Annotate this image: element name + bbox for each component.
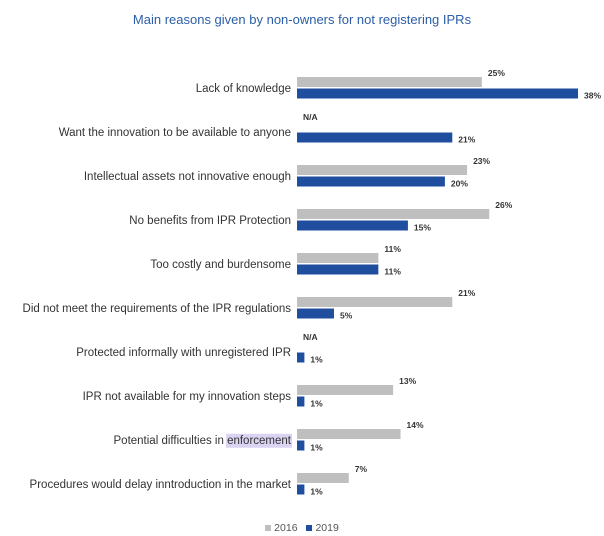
data-label-2016-procedures-would-delay-inntroduction-in-the-market: 7%	[355, 464, 368, 474]
data-label-2016-did-not-meet-the-requirements-of-the-ipr-regulations: 21%	[458, 288, 475, 298]
bar-2019-ipr-not-available-for-my-innovation-steps	[297, 396, 305, 407]
data-label-2019-potential-difficulties-in-enforcement: 1%	[310, 443, 323, 453]
legend: 2016 2019	[0, 522, 604, 534]
data-label-2016-too-costly-and-burdensome: 11%	[384, 244, 401, 254]
category-label-procedures-would-delay-inntroduction-in-the-market: Procedures would delay inntroduction in …	[30, 479, 292, 491]
legend-swatch-2016	[265, 525, 272, 531]
data-label-2016-no-benefits-from-ipr-protection: 26%	[495, 200, 512, 210]
data-label-2019-lack-of-knowledge: 38%	[584, 91, 601, 101]
data-label-2019-procedures-would-delay-inntroduction-in-the-market: 1%	[310, 487, 323, 497]
bar-2019-did-not-meet-the-requirements-of-the-ipr-regulations	[297, 308, 334, 319]
category-label-no-benefits-from-ipr-protection: No benefits from IPR Protection	[129, 215, 291, 227]
legend-item-2016: 2016	[265, 522, 298, 534]
data-label-2016-lack-of-knowledge: 25%	[488, 68, 505, 78]
data-label-2016-protected-informally-with-unregistered-ipr: N/A	[303, 332, 318, 342]
data-label-2016-ipr-not-available-for-my-innovation-steps: 13%	[399, 376, 416, 386]
legend-label-2016: 2016	[274, 522, 298, 534]
bar-2019-protected-informally-with-unregistered-ipr	[297, 352, 305, 363]
legend-label-2019: 2019	[315, 522, 339, 534]
bar-2019-potential-difficulties-in-enforcement	[297, 440, 305, 451]
data-label-2019-intellectual-assets-not-innovative-enough: 20%	[451, 179, 468, 189]
legend-swatch-2019	[306, 525, 313, 531]
bar-2016-procedures-would-delay-inntroduction-in-the-market	[297, 473, 349, 483]
category-label-intellectual-assets-not-innovative-enough: Intellectual assets not innovative enoug…	[84, 171, 291, 183]
bar-2016-too-costly-and-burdensome	[297, 253, 379, 263]
legend-item-2019: 2019	[306, 522, 339, 534]
data-label-2019-protected-informally-with-unregistered-ipr: 1%	[310, 355, 323, 365]
data-label-2016-potential-difficulties-in-enforcement: 14%	[407, 420, 424, 430]
bar-2016-did-not-meet-the-requirements-of-the-ipr-regulations	[297, 297, 453, 307]
bar-2016-lack-of-knowledge	[297, 77, 482, 87]
category-label-potential-difficulties-in-enforcement: Potential difficulties in enforcement	[114, 435, 292, 447]
category-label-too-costly-and-burdensome: Too costly and burdensome	[150, 259, 291, 271]
category-label-want-the-innovation-to-be-available-to-anyone: Want the innovation to be available to a…	[59, 127, 291, 139]
bar-2019-lack-of-knowledge	[297, 88, 578, 99]
bar-2019-no-benefits-from-ipr-protection	[297, 220, 408, 231]
text-selection-highlight	[226, 433, 293, 448]
bar-2016-ipr-not-available-for-my-innovation-steps	[297, 385, 394, 395]
data-label-2019-no-benefits-from-ipr-protection: 15%	[414, 223, 431, 233]
bar-2019-want-the-innovation-to-be-available-to-anyone	[297, 132, 453, 143]
data-label-2016-intellectual-assets-not-innovative-enough: 23%	[473, 156, 490, 166]
chart-title: Main reasons given by non-owners for not…	[132, 12, 472, 27]
data-label-2019-ipr-not-available-for-my-innovation-steps: 1%	[310, 399, 323, 409]
category-label-lack-of-knowledge: Lack of knowledge	[196, 83, 291, 95]
bar-2016-intellectual-assets-not-innovative-enough	[297, 165, 468, 175]
bar-2019-too-costly-and-burdensome	[297, 264, 379, 275]
bar-2016-no-benefits-from-ipr-protection	[297, 209, 490, 219]
category-label-ipr-not-available-for-my-innovation-steps: IPR not available for my innovation step…	[83, 391, 292, 403]
data-label-2016-want-the-innovation-to-be-available-to-anyone: N/A	[303, 112, 318, 122]
data-label-2019-want-the-innovation-to-be-available-to-anyone: 21%	[458, 135, 475, 145]
data-label-2019-did-not-meet-the-requirements-of-the-ipr-regulations: 5%	[340, 311, 353, 321]
bar-2019-intellectual-assets-not-innovative-enough	[297, 176, 445, 187]
category-label-protected-informally-with-unregistered-ipr: Protected informally with unregistered I…	[76, 347, 291, 359]
category-label-did-not-meet-the-requirements-of-the-ipr-regulations: Did not meet the requirements of the IPR…	[23, 303, 292, 315]
bar-2016-potential-difficulties-in-enforcement	[297, 429, 401, 439]
bar-2019-procedures-would-delay-inntroduction-in-the-market	[297, 484, 305, 495]
data-label-2019-too-costly-and-burdensome: 11%	[384, 267, 401, 277]
